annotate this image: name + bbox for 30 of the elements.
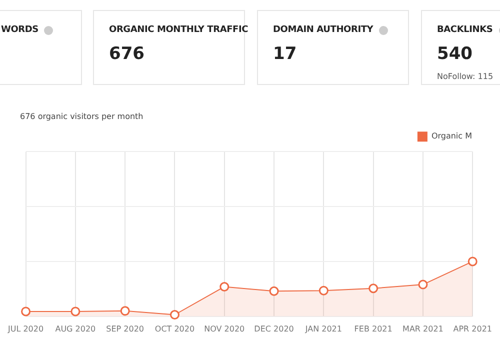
point bbox=[468, 256, 478, 266]
point bbox=[368, 284, 378, 294]
x-tick-label: JAN 2021 bbox=[304, 324, 342, 334]
point bbox=[170, 310, 180, 320]
x-tick-label: MAR 2021 bbox=[402, 324, 444, 334]
chart-title: 676 organic visitors per month bbox=[20, 112, 144, 121]
x-tick-label: NOV 2020 bbox=[204, 324, 245, 334]
text: NoFollow: 115 bbox=[437, 72, 494, 81]
text: 676 bbox=[109, 44, 146, 64]
text: ORGANIC MONTHLY TRAFFIC bbox=[109, 25, 248, 35]
x-tick-label: AUG 2020 bbox=[55, 324, 96, 334]
x-tick-label: JUL 2020 bbox=[7, 324, 44, 334]
text: DOMAIN AUTHORITY bbox=[273, 25, 374, 35]
point bbox=[70, 306, 80, 316]
point bbox=[120, 306, 130, 316]
point bbox=[21, 306, 31, 316]
legend-label: Organic M bbox=[431, 132, 472, 141]
x-tick-label: APR 2021 bbox=[453, 324, 492, 334]
point bbox=[269, 286, 279, 296]
x-tick-label: FEB 2021 bbox=[354, 324, 392, 334]
point bbox=[418, 280, 428, 290]
x-tick-label: OCT 2020 bbox=[154, 324, 195, 334]
text: 540 bbox=[437, 44, 474, 64]
point bbox=[318, 286, 328, 296]
text: WORDS bbox=[1, 25, 38, 35]
x-tick-label: SEP 2020 bbox=[106, 324, 144, 334]
text: BACKLINKS bbox=[437, 25, 493, 35]
x-tick-label: DEC 2020 bbox=[254, 324, 294, 334]
text: 17 bbox=[273, 44, 298, 64]
point bbox=[220, 282, 230, 292]
